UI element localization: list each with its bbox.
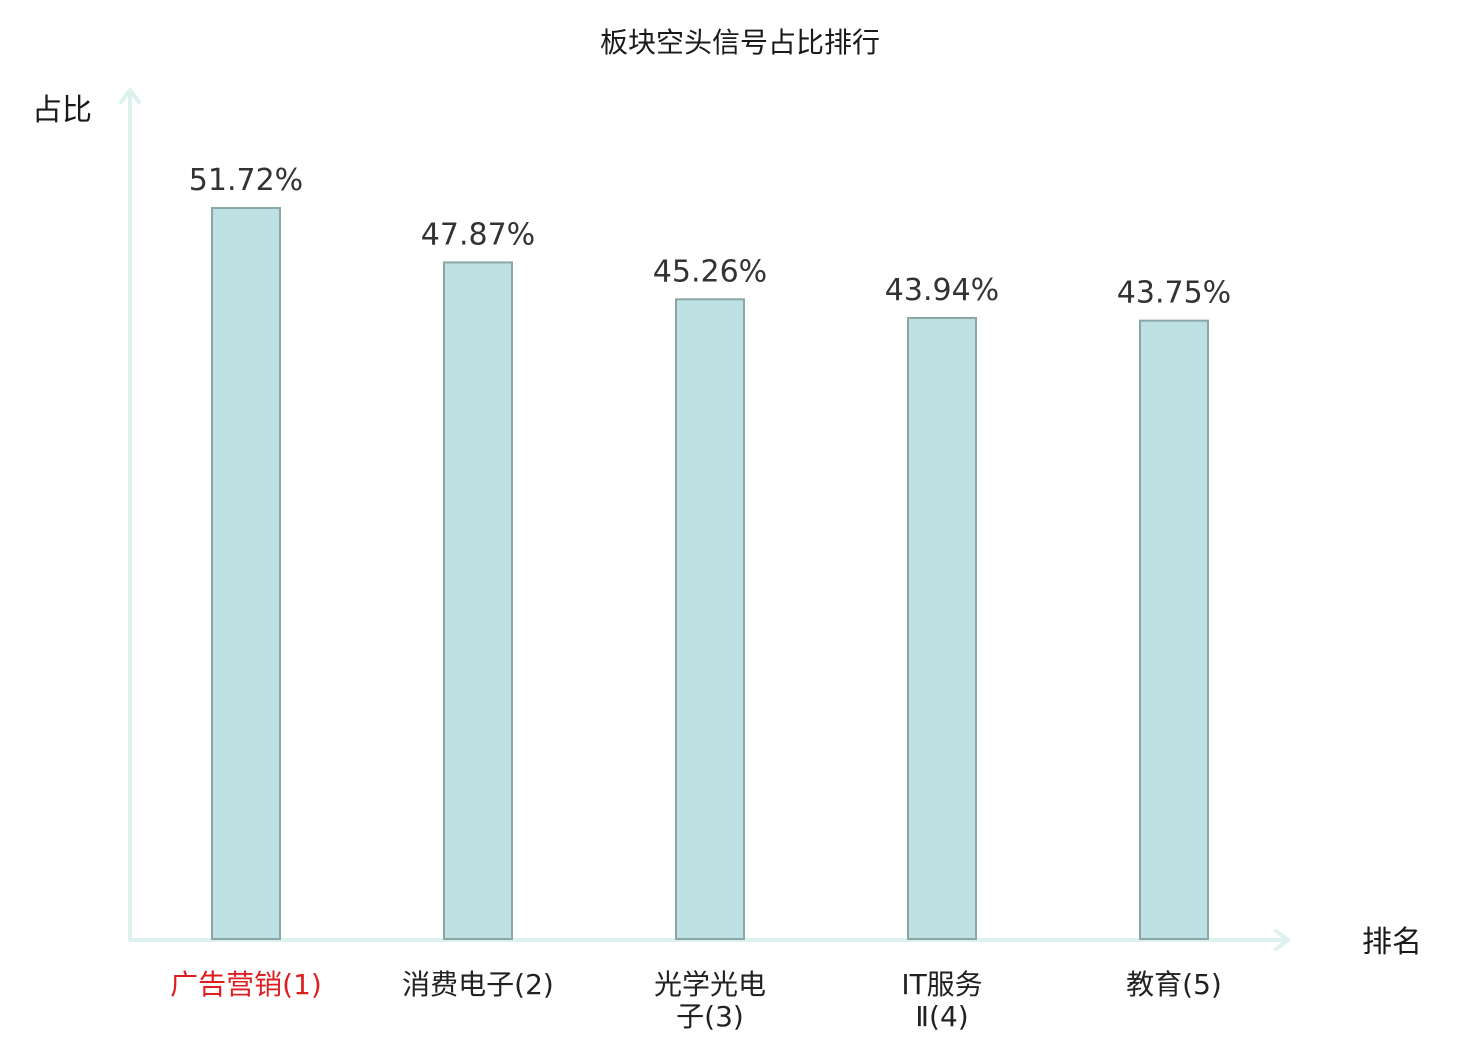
value-label-3: 45.26% <box>653 254 767 289</box>
category-label-1: 广告营销(1) <box>170 968 322 1001</box>
category-label-line: IT服务 <box>901 968 982 1001</box>
bars-group <box>211 207 1209 941</box>
x-axis-arrow <box>1274 929 1290 951</box>
category-label-4: IT服务 Ⅱ(4) <box>901 968 982 1033</box>
bar-1 <box>211 207 281 940</box>
category-label-line: 广告营销(1) <box>170 968 322 1001</box>
category-label-line: Ⅱ(4) <box>915 1000 968 1033</box>
bar-4 <box>907 316 977 940</box>
category-label-line: 消费电子(2) <box>402 968 554 1001</box>
y-axis-label: 占比 <box>32 93 92 128</box>
chart-title: 板块空头信号占比排行 <box>600 26 880 59</box>
category-label-2: 消费电子(2) <box>402 968 554 1001</box>
value-label-1: 51.72% <box>189 163 303 198</box>
category-label-5: 教育(5) <box>1126 968 1222 1001</box>
bar-2 <box>443 261 513 941</box>
category-label-line: 光学光电 <box>654 968 766 1001</box>
category-labels-group: 广告营销(1) 消费电子(2) 光学光电子(3) IT服务 Ⅱ(4) 教育(5) <box>170 968 1222 1033</box>
value-label-5: 43.75% <box>1117 276 1231 311</box>
value-label-2: 47.87% <box>421 217 535 252</box>
bar-5 <box>1139 319 1209 940</box>
value-label-4: 43.94% <box>885 273 999 308</box>
x-axis-label: 排名 <box>1362 925 1422 960</box>
category-label-line: 子(3) <box>676 1000 744 1033</box>
category-label-3: 光学光电子(3) <box>654 968 766 1033</box>
category-label-line: 教育(5) <box>1126 968 1222 1001</box>
value-labels-group: 51.72% 47.87% 45.26% 43.94% 43.75% <box>189 163 1231 311</box>
bar-3 <box>675 298 745 940</box>
